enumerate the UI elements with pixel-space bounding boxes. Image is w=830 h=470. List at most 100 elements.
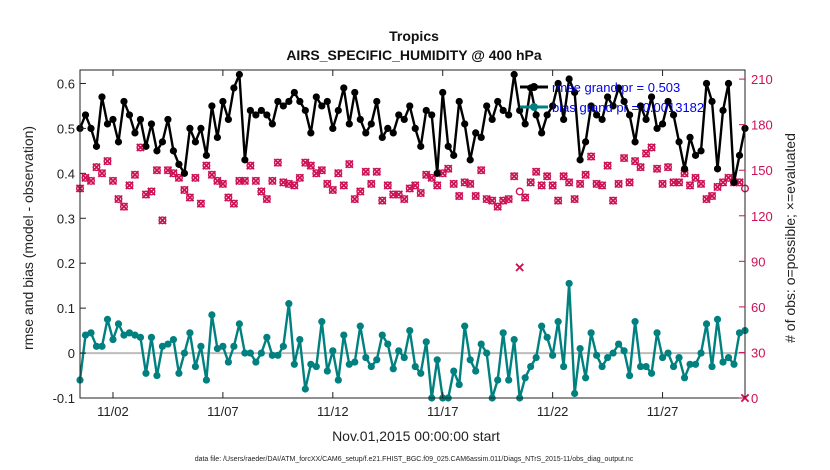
y2-tick-label: 60 bbox=[751, 300, 765, 315]
bias-point bbox=[587, 329, 595, 337]
rmse-point bbox=[532, 111, 540, 119]
bias-point bbox=[417, 369, 425, 377]
bias-point bbox=[323, 367, 331, 375]
obs-evaluated-marker bbox=[295, 173, 305, 183]
rmse-point bbox=[609, 102, 617, 110]
bias-point bbox=[307, 360, 315, 368]
obs-possible-marker bbox=[713, 182, 722, 191]
rmse-point bbox=[318, 102, 326, 110]
bias-point bbox=[576, 344, 584, 353]
bias-point bbox=[658, 353, 667, 362]
obs-possible-marker bbox=[647, 143, 656, 152]
rmse-point bbox=[543, 111, 551, 119]
bias-point bbox=[279, 342, 287, 350]
bias-point bbox=[686, 360, 694, 368]
obs-possible-marker bbox=[625, 178, 634, 187]
rmse-point bbox=[202, 151, 211, 159]
obs-evaluated-marker bbox=[465, 179, 475, 189]
obs-possible-marker bbox=[345, 160, 354, 169]
bias-point bbox=[510, 335, 518, 344]
obs-possible-marker bbox=[119, 202, 128, 211]
obs-evaluated-marker bbox=[652, 164, 662, 173]
bias-point bbox=[268, 351, 276, 359]
bias-point bbox=[620, 347, 628, 355]
legend: rmse grand pr = 0.503 bias grand pr = 0.… bbox=[520, 80, 704, 115]
obs-possible-marker bbox=[565, 178, 574, 187]
obs-evaluated-marker bbox=[537, 181, 546, 190]
obs-evaluated-marker bbox=[636, 162, 645, 172]
obs-evaluated-marker bbox=[542, 172, 552, 181]
obs-evaluated-marker bbox=[81, 173, 90, 183]
bias-point bbox=[345, 360, 353, 368]
rmse-point bbox=[373, 97, 381, 106]
y2-tick-label: 0 bbox=[751, 391, 758, 406]
bias-point bbox=[642, 362, 650, 371]
rmse-point bbox=[466, 156, 474, 164]
obs-evaluated-marker bbox=[367, 179, 376, 189]
bias-point bbox=[560, 362, 568, 371]
obs-possible-marker bbox=[394, 190, 403, 199]
rmse-point bbox=[301, 106, 309, 115]
bias-point bbox=[494, 376, 502, 384]
obs-possible-marker bbox=[130, 170, 139, 179]
obs-possible-marker bbox=[559, 172, 568, 181]
rmse-point bbox=[582, 138, 590, 146]
rmse-point bbox=[87, 124, 95, 133]
bias-point bbox=[158, 342, 167, 350]
bias-point bbox=[285, 300, 293, 308]
obs-evaluated-marker bbox=[526, 178, 535, 187]
bias-point bbox=[735, 329, 744, 337]
rmse-point bbox=[400, 115, 408, 124]
obs-evaluated-marker bbox=[218, 179, 228, 189]
bias-point bbox=[609, 349, 617, 357]
obs-possible-marker bbox=[510, 172, 519, 181]
obs-possible-marker bbox=[675, 178, 684, 187]
obs-possible-marker bbox=[328, 185, 337, 194]
bias-point bbox=[224, 358, 232, 366]
obs-evaluated-marker bbox=[114, 194, 123, 204]
rmse-point bbox=[642, 115, 650, 124]
x-tick-label: 11/12 bbox=[317, 404, 349, 419]
bias-point bbox=[180, 349, 189, 357]
obs-possible-marker bbox=[114, 195, 123, 204]
rmse-point bbox=[213, 133, 221, 141]
bias-point bbox=[708, 362, 716, 371]
obs-possible-marker bbox=[532, 167, 541, 176]
x-tick-label: 11/02 bbox=[97, 404, 129, 419]
rmse-point bbox=[268, 120, 276, 128]
rmse-point bbox=[274, 97, 282, 106]
rmse-point bbox=[334, 106, 342, 115]
obs-possible-marker bbox=[477, 166, 486, 175]
obs-evaluated-marker bbox=[141, 190, 151, 199]
rmse-point bbox=[345, 120, 353, 128]
obs-evaluated-marker bbox=[317, 165, 327, 175]
bias-point bbox=[340, 331, 348, 339]
rmse-point bbox=[246, 106, 254, 115]
obs-evaluated-marker bbox=[581, 170, 590, 180]
obs-evaluated-marker bbox=[443, 164, 453, 173]
plot-frame bbox=[79, 69, 746, 399]
bias-point bbox=[136, 333, 145, 341]
obs-possible-marker bbox=[235, 176, 244, 185]
bias-point bbox=[472, 367, 480, 375]
rmse-point bbox=[483, 102, 491, 110]
obs-possible-marker bbox=[444, 164, 453, 173]
x-axis-ticks: 11/02 11/07 11/12 11/17 11/22 11/27 bbox=[97, 70, 678, 419]
obs-evaluated-marker bbox=[454, 191, 464, 201]
bias-point bbox=[433, 356, 441, 364]
obs-possible-marker bbox=[207, 170, 216, 179]
rmse-point bbox=[307, 129, 315, 137]
obs-evaluated-marker bbox=[185, 193, 195, 202]
obs-possible-marker bbox=[664, 163, 673, 172]
x-axis-label: Nov.01,2015 00:00:00 start bbox=[332, 428, 500, 444]
bias-point bbox=[554, 318, 562, 326]
rmse-point bbox=[488, 115, 496, 124]
rmse-point bbox=[153, 147, 161, 155]
obs-evaluated-marker bbox=[312, 169, 321, 178]
obs-possible-marker bbox=[273, 158, 282, 167]
bias-point bbox=[202, 376, 211, 384]
bias-point bbox=[730, 360, 738, 368]
rmse-point bbox=[175, 160, 183, 168]
bias-point bbox=[312, 362, 320, 371]
bias-point bbox=[532, 353, 540, 362]
